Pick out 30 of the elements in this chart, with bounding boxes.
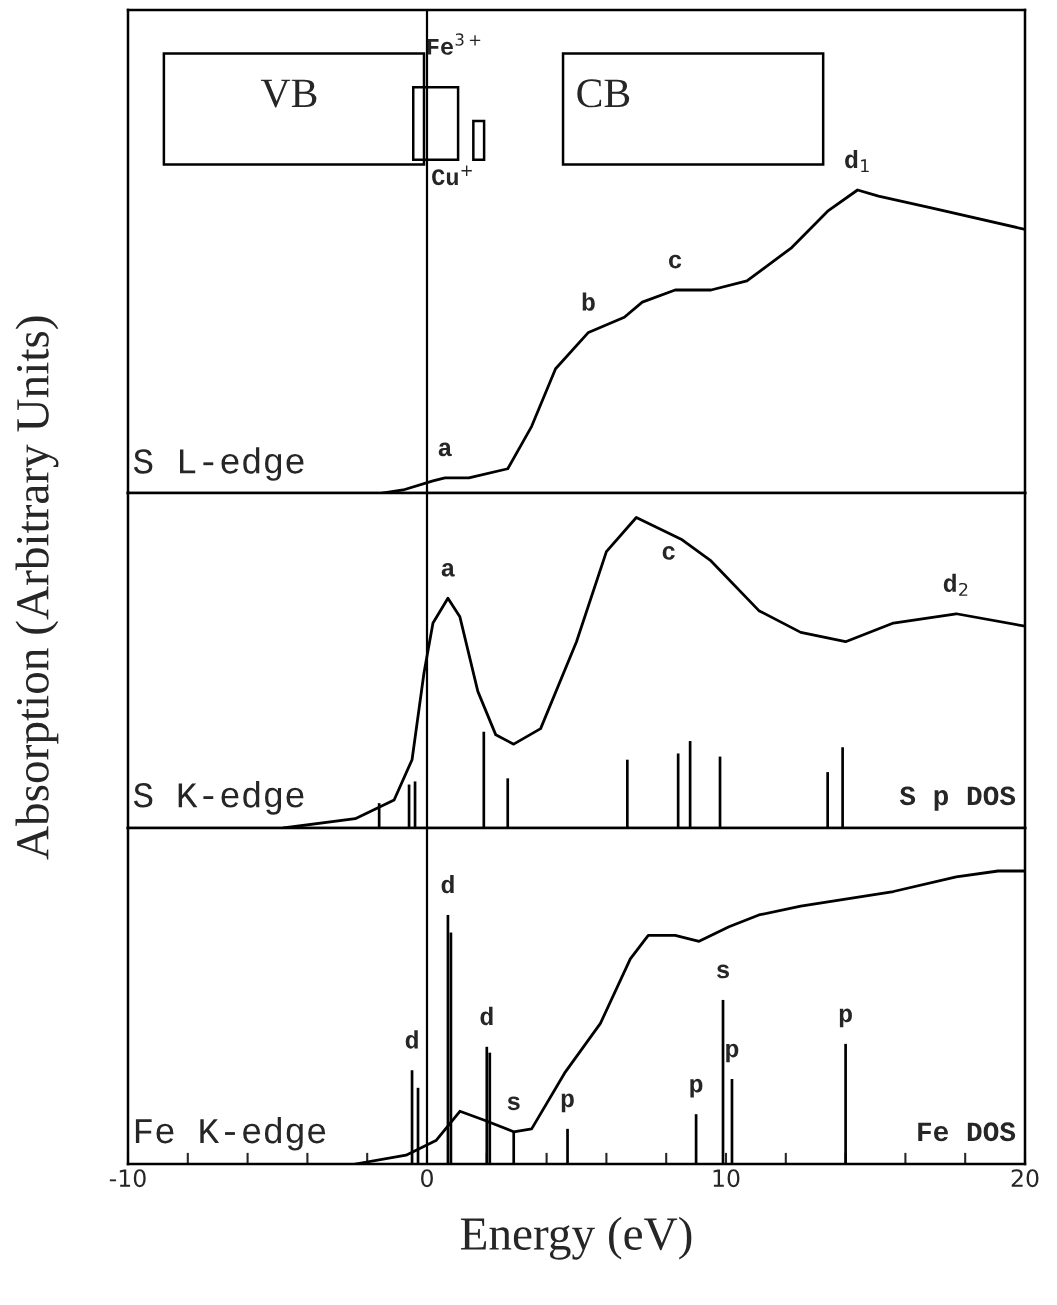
annotation: c — [662, 546, 675, 560]
x-tick-label: 0 — [421, 1169, 433, 1188]
x-tick-label: 20 — [1011, 1169, 1039, 1188]
annotation: S L-edge — [133, 447, 304, 481]
annotation: c — [669, 254, 682, 269]
annotation: d$_{1}$ — [845, 149, 869, 173]
annotation: d$_{2}$ — [943, 573, 968, 596]
text: CB — [577, 79, 630, 108]
annotation: s — [507, 1096, 520, 1111]
annotation: p — [690, 1078, 703, 1098]
annotation: S K-edge — [133, 781, 304, 815]
annotation: a — [441, 562, 455, 577]
annotation: p — [726, 1043, 739, 1063]
x-axis-title: Energy (eV) — [460, 1216, 692, 1260]
annotation: Fe DOS — [918, 1122, 1016, 1142]
y-axis-title: Absorption (Arbitrary Units) — [15, 316, 59, 860]
annotation: p — [839, 1008, 852, 1028]
annotation: Fe K-edge — [135, 1116, 326, 1151]
annotation: d — [405, 1030, 418, 1049]
annotation: a — [438, 442, 452, 457]
annotation: p — [561, 1093, 574, 1113]
annotation: S p DOS — [899, 786, 1016, 811]
annotation: d — [480, 1006, 493, 1026]
annotation: s — [716, 964, 729, 979]
x-tick-label: 10 — [713, 1169, 740, 1188]
text: Cu$^{+}$ — [432, 165, 472, 186]
x-tick-label: -10 — [109, 1169, 146, 1188]
text: VB — [260, 79, 317, 108]
annotation: d — [441, 874, 454, 894]
annotation: b — [582, 292, 595, 311]
